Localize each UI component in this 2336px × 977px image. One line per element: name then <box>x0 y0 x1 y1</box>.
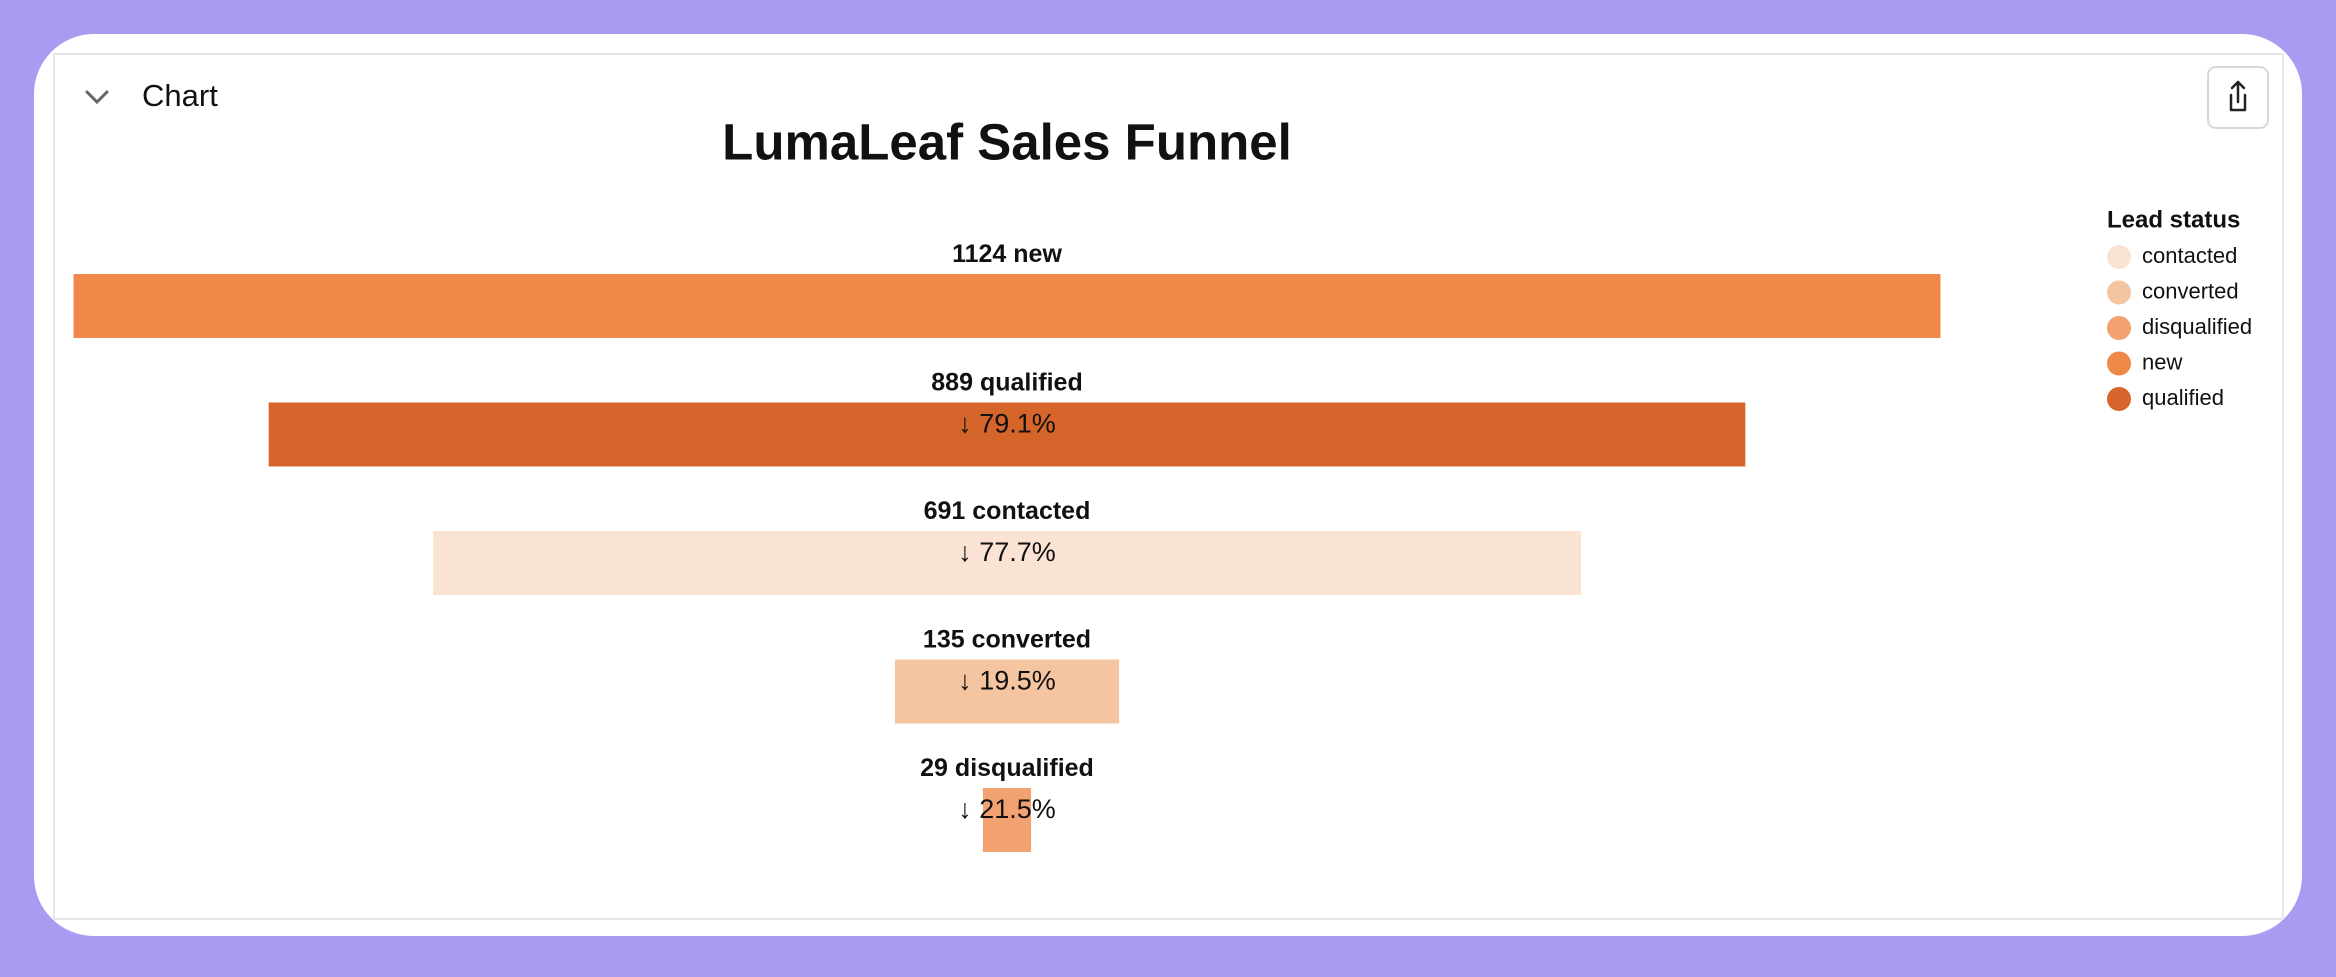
legend-swatch <box>2107 387 2131 411</box>
stage-name: converted <box>972 625 1091 653</box>
stage-label: 691 contacted <box>924 497 1091 525</box>
panel-title: Chart <box>142 78 218 113</box>
funnel-bar <box>433 531 1581 595</box>
stage-value: 889 <box>931 368 973 396</box>
stage-value: 135 <box>923 625 965 653</box>
funnel-bar <box>894 659 1120 724</box>
step-rate: ↓ 19.5% <box>958 666 1056 696</box>
panel <box>53 53 2284 920</box>
legend-swatch <box>2107 351 2131 376</box>
legend-label: converted <box>2142 278 2239 303</box>
funnel-bar <box>73 274 1941 338</box>
legend-swatch <box>2107 245 2131 269</box>
legend-label: disqualified <box>2142 314 2252 339</box>
legend-label: contacted <box>2142 243 2237 268</box>
legend-swatch <box>2107 316 2131 340</box>
stage-label: 135 converted <box>923 625 1091 653</box>
step-rate: ↓ 21.5% <box>958 794 1056 824</box>
stage-name: qualified <box>980 368 1083 396</box>
share-button[interactable] <box>2207 66 2269 129</box>
step-rate: ↓ 77.7% <box>958 537 1056 567</box>
chart-title: LumaLeaf Sales Funnel <box>722 113 1292 170</box>
legend-label: new <box>2142 349 2182 374</box>
stage-label: 29 disqualified <box>920 754 1094 782</box>
collapse-chevron[interactable] <box>85 90 109 105</box>
share-icon[interactable] <box>2229 80 2247 112</box>
funnel-bar <box>268 402 1746 467</box>
stage-value: 29 <box>920 754 948 782</box>
stage-value: 1124 <box>952 240 1006 268</box>
stage-label: 889 qualified <box>931 368 1082 396</box>
step-rate: ↓ 79.1% <box>958 409 1056 439</box>
legend-swatch <box>2107 280 2131 305</box>
stage-label: 1124 new <box>952 240 1062 268</box>
stage-value: 691 <box>924 497 966 525</box>
funnel-bar <box>982 788 1032 852</box>
stage-name: new <box>1013 240 1062 268</box>
legend-title: Lead status <box>2107 206 2240 233</box>
legend-label: qualified <box>2142 385 2224 410</box>
stage-name: disqualified <box>955 754 1094 782</box>
stage-name: contacted <box>972 497 1090 525</box>
